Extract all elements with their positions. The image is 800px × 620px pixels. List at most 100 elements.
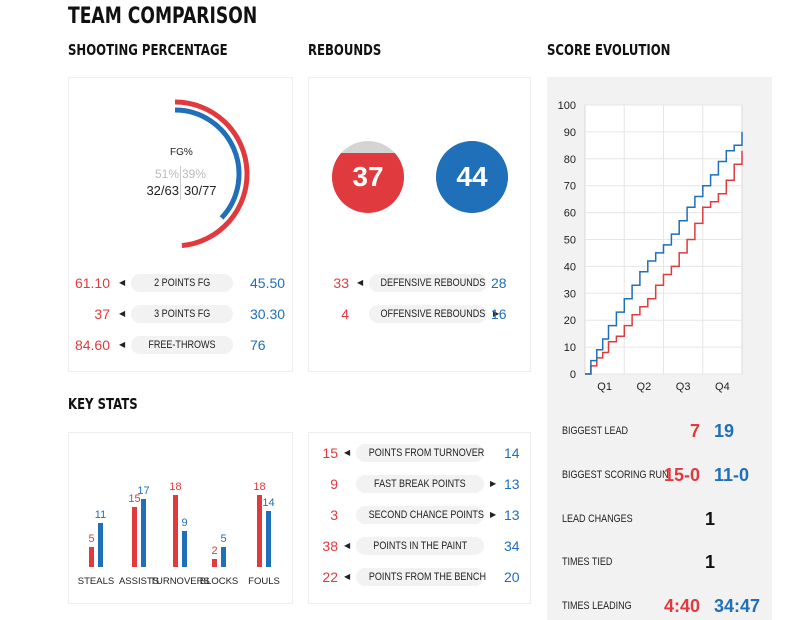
bar-away-turnovers [182, 531, 187, 567]
shooting-home-value: 37 [94, 306, 110, 322]
game-stat-label: TIMES LEADING [562, 600, 647, 612]
points-row: 15 POINTS FROM TURNOVER ◀ 14 [308, 443, 531, 463]
points-row: 9 FAST BREAK POINTS ▶ 13 [308, 474, 531, 494]
bar-home-blocks [212, 559, 217, 567]
fg-home-made: 32/63 [146, 183, 179, 198]
fg-arc-chart [174, 99, 250, 249]
y-tick-label: 50 [564, 235, 576, 247]
points-row: 38 POINTS IN THE PAINT ◀ 34 [308, 536, 531, 556]
rebounds-home-circle: 37 [332, 141, 404, 213]
rebounds-home-fill [332, 152, 404, 213]
points-away-value: 13 [504, 476, 520, 492]
triangle-left-icon: ◀ [344, 572, 351, 581]
score-evolution-line-chart: 0 10 20 30 40 50 60 70 80 90 100 Q1 Q2 Q3 Q4 [558, 100, 743, 393]
section-title-score-evolution: SCORE EVOLUTION [547, 41, 671, 59]
points-label: POINTS IN THE PAINT [356, 537, 484, 555]
points-away-value: 34 [504, 538, 520, 554]
points-away-value: 14 [504, 445, 520, 461]
bar-away-steals [98, 523, 103, 567]
y-tick-label: 100 [558, 100, 576, 112]
bar-home-fouls [257, 495, 262, 567]
points-home-value: 15 [322, 445, 338, 461]
rebounds-away-fill [436, 141, 508, 213]
bar-value-label: 11 [95, 509, 106, 521]
x-tick-label: Q2 [637, 381, 652, 393]
bar-value-label: 2 [211, 545, 217, 557]
game-stat-label-text: BIGGEST SCORING RUN [562, 469, 669, 481]
rebounds-row: 4 OFFENSIVE REBOUNDS ▶ 16 [308, 304, 531, 324]
shooting-label-text: FREE-THROWS [148, 339, 216, 351]
fg-away-made: 30/77 [184, 183, 217, 198]
points-label-text: POINTS FROM TURNOVER [368, 447, 485, 459]
game-stat-label-text: TIMES TIED [562, 556, 613, 568]
bar-away-fouls [266, 511, 271, 567]
triangle-left-icon: ◀ [344, 541, 351, 550]
triangle-left-icon: ◀ [119, 340, 126, 349]
shooting-label-text: 2 POINTS FG [153, 277, 211, 289]
points-label: SECOND CHANCE POINTS [356, 506, 484, 524]
points-away-value: 13 [504, 507, 520, 523]
rebounds-home-total: 37 [352, 161, 384, 192]
rebounds-label-text: OFFENSIVE REBOUNDS [380, 308, 486, 320]
shooting-row: 61.10 2 POINTS FG ◀ 45.50 [68, 273, 293, 293]
bar-value-label: 5 [220, 533, 226, 545]
rebounds-home-value: 4 [341, 306, 349, 322]
y-tick-label: 70 [564, 181, 576, 193]
triangle-right-icon: ▶ [490, 479, 497, 488]
shooting-label-text: 3 POINTS FG [153, 308, 211, 320]
bar-value-label: 18 [169, 481, 181, 493]
fg-label: FG% [170, 147, 193, 158]
game-stat-home-value: 7 [689, 421, 700, 441]
rebounds-label-text: DEFENSIVE REBOUNDS [380, 277, 486, 289]
bar-value-label: 15 [128, 493, 140, 505]
shooting-label: 2 POINTS FG [131, 274, 233, 292]
key-stats-card [68, 432, 293, 604]
rebounds-home-value: 33 [333, 275, 349, 291]
bar-away-blocks [221, 547, 226, 567]
fg-arc-away [174, 107, 242, 220]
bar-value-label: 18 [253, 481, 265, 493]
shooting-away-value: 76 [250, 337, 266, 353]
triangle-left-icon: ◀ [344, 448, 351, 457]
game-stat-label-text: BIGGEST LEAD [562, 425, 629, 437]
y-tick-label: 10 [564, 342, 576, 354]
rebounds-card [308, 77, 531, 372]
page-title: TEAM COMPARISON [68, 4, 258, 29]
shooting-row: 84.60 FREE-THROWS ◀ 76 [68, 335, 293, 355]
game-stat-away-value: 34:47 [714, 596, 761, 616]
bar-value-label: 17 [137, 485, 149, 497]
game-stat-home-value: 15-0 [663, 465, 700, 485]
points-row: 22 POINTS FROM THE BENCH ◀ 20 [308, 567, 531, 587]
rebounds-away-value: 28 [491, 275, 507, 291]
bar-home-turnovers [173, 495, 178, 567]
y-tick-label: 30 [564, 288, 576, 300]
y-tick-label: 0 [570, 369, 576, 381]
y-tick-label: 80 [564, 154, 576, 166]
triangle-right-icon: ▶ [490, 510, 497, 519]
game-stat-label: TIMES TIED [562, 556, 624, 568]
section-title-rebounds: REBOUNDS [308, 41, 382, 59]
rebounds-away-value: 16 [491, 306, 507, 322]
x-tick-label: Q4 [715, 381, 730, 393]
y-tick-label: 40 [564, 261, 576, 273]
bar-value-label: 5 [88, 533, 94, 545]
game-stat-label-text: TIMES LEADING [562, 600, 632, 612]
triangle-left-icon: ◀ [119, 309, 126, 318]
triangle-right-icon: ▶ [493, 309, 500, 318]
game-stat-label: LEAD CHANGES [562, 513, 648, 525]
game-stat-home-value: 4:40 [663, 596, 700, 616]
shooting-away-value: 45.50 [250, 275, 286, 291]
bar-away-assists [141, 499, 146, 567]
rebounds-away-total: 44 [456, 161, 488, 192]
section-title-key-stats: KEY STATS [68, 395, 138, 413]
y-tick-label: 90 [564, 127, 576, 139]
game-stat-away-value: 19 [714, 421, 735, 441]
points-home-value: 38 [322, 538, 338, 554]
shooting-row: 37 3 POINTS FG ◀ 30.30 [68, 304, 293, 324]
bar-category-label: STEALS [78, 576, 114, 587]
shooting-home-value: 84.60 [74, 337, 110, 353]
x-tick-label: Q3 [676, 381, 691, 393]
points-label: POINTS FROM TURNOVER [356, 444, 484, 462]
bar-home-assists [132, 507, 137, 567]
shooting-home-value: 61.10 [74, 275, 110, 291]
